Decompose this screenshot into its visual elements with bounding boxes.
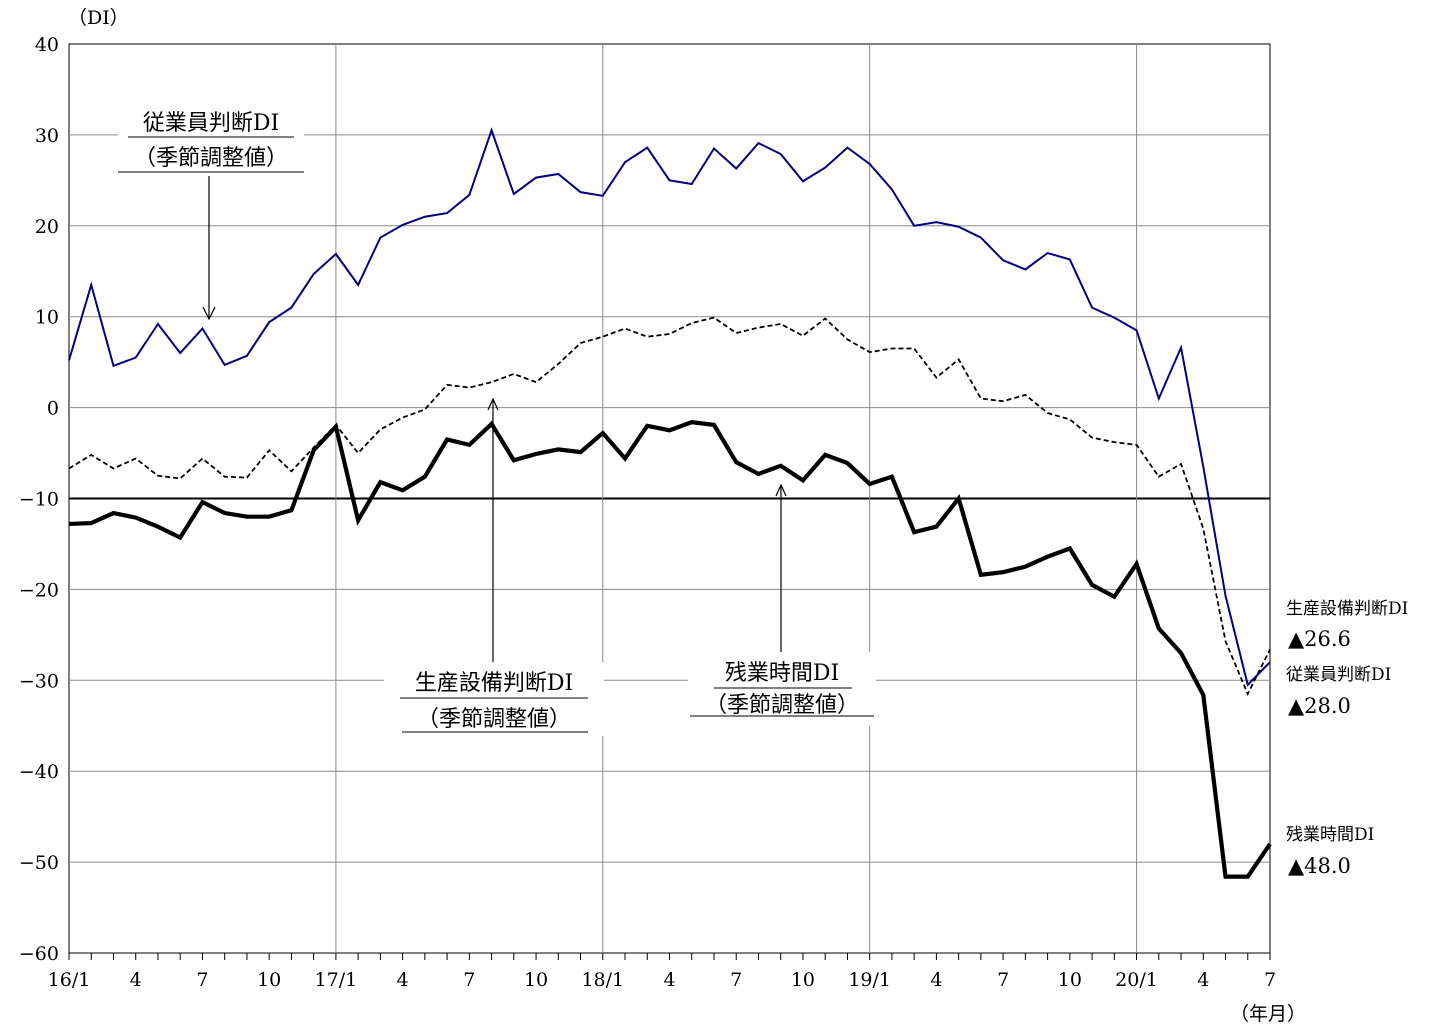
y-tick-label: −60	[19, 943, 59, 965]
end-label-equipment: 生産設備判断DI	[1286, 599, 1408, 619]
overtime-annotation-line2: （季節調整値）	[705, 693, 859, 718]
employee-annotation-bg	[118, 104, 304, 176]
x-unit-label: （年月）	[1230, 1003, 1306, 1025]
series-lines	[68, 127, 1272, 879]
overtime-arrowhead	[775, 483, 787, 497]
y-tick-label: −30	[19, 670, 59, 692]
y-tick-label: 30	[35, 125, 59, 147]
x-axis-ticks: 16/1 4 7 10 17/1 4 7 10 18/1 4 7 10 19/1 4 7 10 20/1 4 7	[48, 953, 1276, 991]
employee-arrowhead	[202, 306, 216, 321]
y-tick-label: 10	[35, 307, 59, 329]
y-unit-label: （DI）	[68, 7, 129, 29]
y-tick-label: 40	[35, 34, 59, 56]
end-label-overtime: 残業時間DI	[1286, 825, 1374, 845]
end-value-employee: ▲28.0	[1288, 694, 1351, 718]
x-tick-label: 7	[463, 969, 475, 991]
x-tick-label: 4	[663, 969, 675, 991]
overtime-annotation-bg	[688, 652, 876, 726]
y-tick-label: 20	[35, 216, 59, 238]
x-tick-label: 4	[930, 969, 942, 991]
x-tick-label: 7	[196, 969, 208, 991]
grid	[68, 43, 1271, 954]
series-line-0	[68, 127, 1271, 687]
y-tick-label: −50	[19, 852, 59, 874]
x-tick-label: 19/1	[848, 969, 891, 991]
end-value-equipment: ▲26.6	[1288, 627, 1351, 651]
equipment-annotation-line2: （季節調整値）	[417, 707, 571, 732]
x-tick-label: 10	[524, 969, 548, 991]
x-tick-label: 10	[791, 969, 815, 991]
y-tick-label: −40	[19, 761, 59, 783]
equipment-annotation-bg	[384, 662, 604, 736]
equipment-arrowhead	[487, 397, 499, 411]
employee-annotation-line2: （季節調整値）	[134, 146, 288, 171]
x-tick-label: 10	[257, 969, 281, 991]
equipment-annotation-line1: 生産設備判断DI	[415, 671, 573, 696]
x-tick-label: 7	[997, 969, 1009, 991]
employee-annotation-line1: 従業員判断DI	[143, 111, 279, 136]
x-tick-label: 4	[397, 969, 409, 991]
x-tick-label: 7	[1264, 969, 1276, 991]
annotations: 従業員判断DI （季節調整値） 生産設備判断DI （季節調整値） 残業時間DI …	[118, 104, 876, 736]
x-tick-label: 7	[730, 969, 742, 991]
x-tick-label: 4	[1197, 969, 1209, 991]
x-tick-label: 16/1	[48, 969, 91, 991]
y-tick-label: −20	[19, 579, 59, 601]
series-line-1	[68, 316, 1271, 697]
y-tick-label: 0	[47, 398, 59, 420]
y-axis-ticks: 40 30 20 10 0 −10 −20 −30 −40 −50 −60	[19, 34, 59, 965]
x-tick-label: 20/1	[1115, 969, 1158, 991]
x-tick-label: 17/1	[315, 969, 358, 991]
series-line-2	[68, 419, 1272, 879]
end-value-overtime: ▲48.0	[1288, 854, 1351, 878]
overtime-annotation-line1: 残業時間DI	[725, 661, 839, 686]
end-labels: 生産設備判断DI ▲26.6 従業員判断DI ▲28.0 残業時間DI ▲48.…	[1286, 599, 1408, 878]
end-label-employee: 従業員判断DI	[1286, 665, 1391, 685]
y-tick-label: −10	[19, 489, 59, 511]
x-tick-label: 10	[1058, 969, 1082, 991]
x-tick-label: 18/1	[581, 969, 624, 991]
x-tick-label: 4	[130, 969, 142, 991]
